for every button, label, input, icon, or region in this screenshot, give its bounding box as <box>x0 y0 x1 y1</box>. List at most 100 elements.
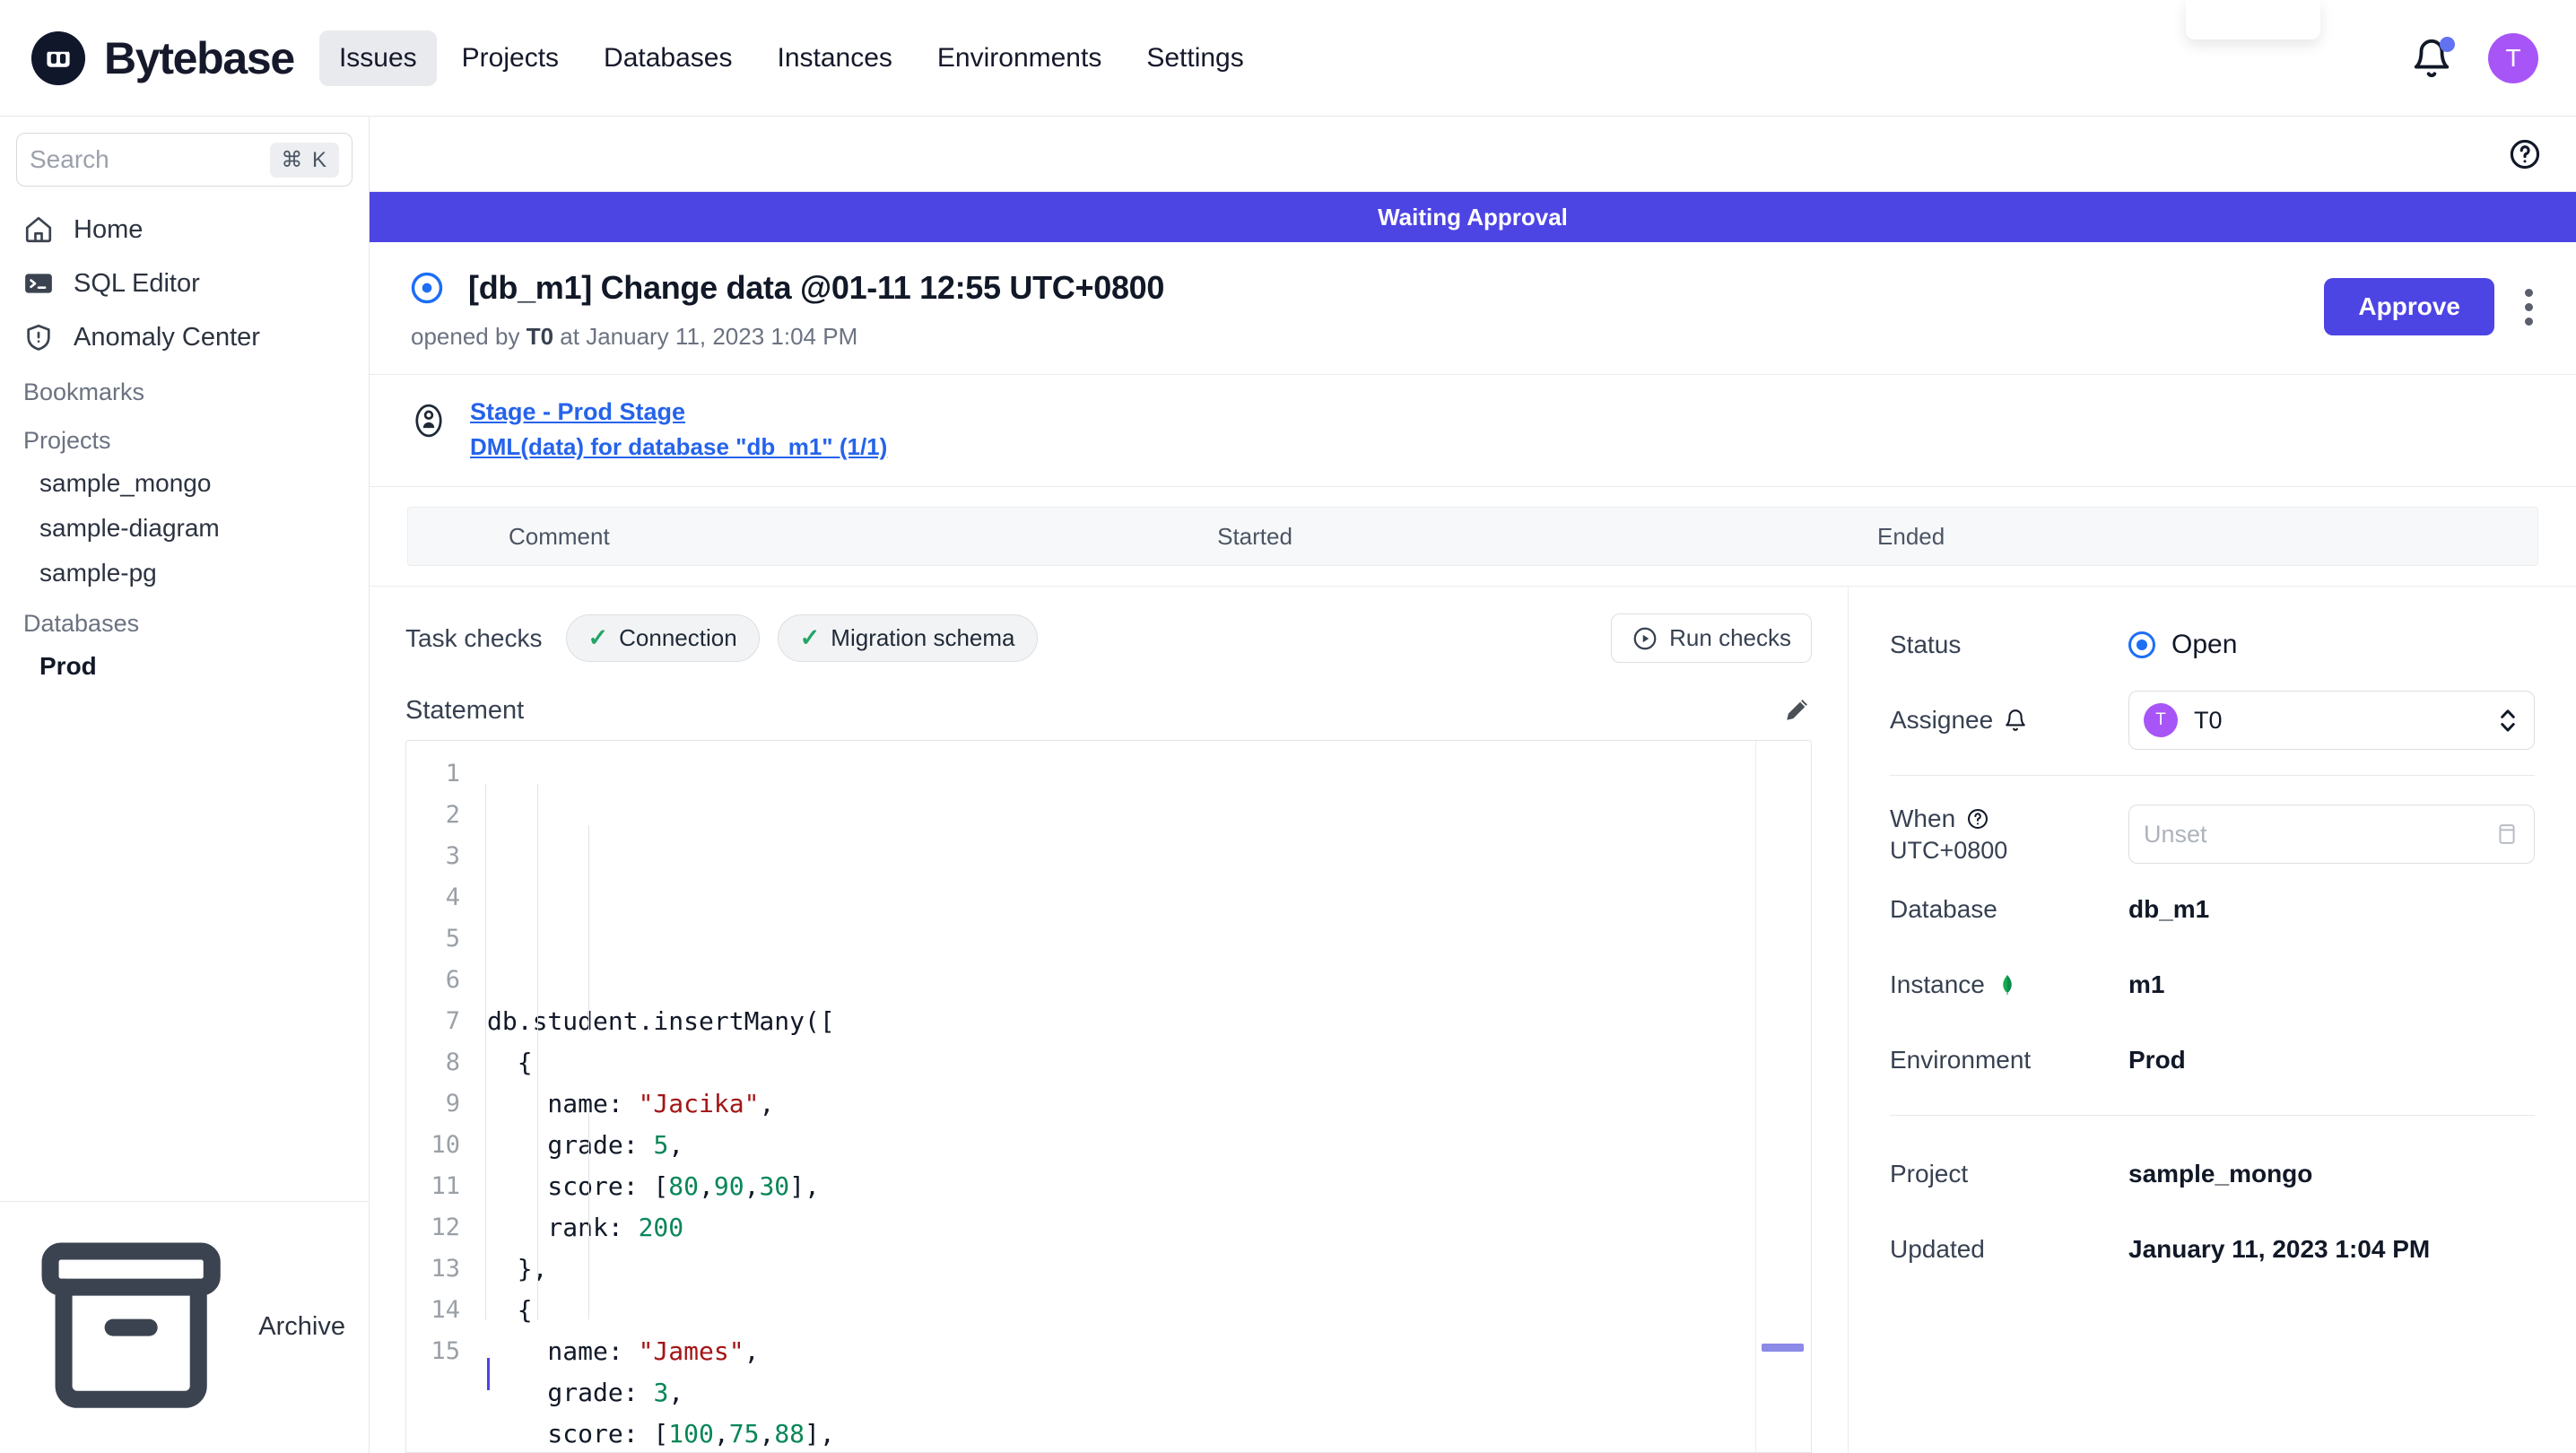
nav-item-environments[interactable]: Environments <box>936 42 1102 73</box>
status-value[interactable]: Open <box>2128 630 2237 660</box>
task-checks-row: Task checks ✓ Connection ✓ Migration sch… <box>405 613 1812 663</box>
notification-bell-button[interactable] <box>2411 36 2455 79</box>
field-label: Assignee <box>1890 706 2128 735</box>
field-updated: Updated January 11, 2023 1:04 PM <box>1890 1218 2535 1281</box>
stage-section: Stage - Prod Stage DML(data) for databas… <box>370 375 2576 487</box>
sidebar-item-archive[interactable]: Archive <box>0 1200 369 1453</box>
sidebar-database-prod[interactable]: Prod <box>39 652 97 680</box>
issue-sidebar-panel: Status Open Assignee <box>1848 587 2576 1453</box>
panel-divider <box>1890 1115 2535 1116</box>
sidebar-item-label: Home <box>74 214 144 244</box>
code-line-1: db.student.insertMany([ <box>487 1006 835 1036</box>
editor-code[interactable]: db.student.insertMany([ { name: "Jacika"… <box>471 741 1811 1452</box>
primary-nav: Issues Projects Databases Instances Envi… <box>318 30 1264 86</box>
instance-value[interactable]: m1 <box>2128 970 2165 998</box>
content-topbar <box>370 117 2576 192</box>
nav-item-instances[interactable]: Instances <box>777 42 892 73</box>
help-circle-small-icon[interactable] <box>1966 807 1989 831</box>
stage-person-icon <box>415 404 442 438</box>
check-passed-icon: ✓ <box>799 624 821 651</box>
indent-guide <box>485 784 486 1320</box>
nav-item-issues[interactable]: Issues <box>318 30 437 86</box>
environment-value-text: Prod <box>2128 1046 2186 1074</box>
table-header-row: Comment Started Ended <box>407 507 2538 566</box>
search-input[interactable]: Search ⌘ K <box>16 133 352 187</box>
when-datetime-input[interactable]: Unset <box>2128 805 2535 864</box>
editor-minimap-scrollbar[interactable] <box>1755 741 1811 1452</box>
field-label: Instance <box>1890 970 2128 999</box>
bell-small-icon[interactable] <box>2004 709 2027 732</box>
code-line-9: name: "James", <box>487 1336 760 1366</box>
sidebar-project-sample-pg[interactable]: sample-pg <box>39 559 157 587</box>
task-detail-pane: Task checks ✓ Connection ✓ Migration sch… <box>370 587 1848 1453</box>
field-when: When UTC+0800 Unset <box>1890 803 2535 866</box>
sidebar-spacer <box>0 689 369 1201</box>
mongodb-leaf-icon <box>2003 974 2012 996</box>
statement-header: Statement <box>405 695 1812 726</box>
search-placeholder: Search <box>30 145 109 173</box>
field-instance: Instance m1 <box>1890 953 2535 1016</box>
pencil-icon[interactable] <box>1781 695 1812 726</box>
sidebar-project-sample-mongo[interactable]: sample_mongo <box>39 469 212 497</box>
code-line-5: score: [80,90,30], <box>487 1171 820 1201</box>
notification-bell-icon <box>2414 39 2450 77</box>
more-vertical-icon[interactable] <box>2518 282 2540 333</box>
assignee-select[interactable]: T T0 <box>2128 691 2535 750</box>
database-value[interactable]: db_m1 <box>2128 895 2210 923</box>
brand-logo[interactable]: Bytebase <box>30 30 295 86</box>
assignee-avatar: T <box>2144 703 2178 737</box>
sidebar-footer-label: Archive <box>258 1312 345 1342</box>
approve-button[interactable]: Approve <box>2324 278 2494 335</box>
field-label-text: Instance <box>1890 970 1985 998</box>
statement-label: Statement <box>405 695 525 725</box>
sidebar-item-home[interactable]: Home <box>0 203 369 257</box>
field-label-text: Assignee <box>1890 706 1994 734</box>
panel-divider <box>1890 775 2535 776</box>
help-circle-icon[interactable] <box>2508 137 2542 171</box>
sidebar-project-sample-diagram[interactable]: sample-diagram <box>39 514 220 542</box>
code-line-4: grade: 5, <box>487 1130 684 1160</box>
play-circle-icon <box>1633 627 1657 649</box>
environment-value[interactable]: Prod <box>2128 1046 2197 1075</box>
sidebar-item-sql-editor[interactable]: SQL Editor <box>0 257 369 310</box>
brand-name: Bytebase <box>104 32 295 83</box>
field-environment: Environment Prod <box>1890 1029 2535 1092</box>
run-checks-button[interactable]: Run checks <box>1611 613 1812 663</box>
field-status: Status Open <box>1890 613 2535 676</box>
field-label: Updated <box>1890 1235 1985 1263</box>
task-check-connection[interactable]: ✓ Connection <box>565 614 760 662</box>
sidebar-item-anomaly-center[interactable]: Anomaly Center <box>0 310 369 364</box>
nav-item-databases[interactable]: Databases <box>604 42 733 73</box>
top-navigation-bar: Bytebase Issues Projects Databases Insta… <box>0 0 2576 117</box>
field-label: Environment <box>1890 1046 2032 1074</box>
editor-line-numbers: 1 2 3 4 5 6 7 8 9 10 11 12 13 14 15 <box>431 760 460 1365</box>
sidebar-section-databases: Databases <box>23 610 140 637</box>
user-avatar[interactable]: T <box>2488 32 2538 83</box>
issue-opened-mid: at <box>560 323 579 350</box>
when-placeholder: Unset <box>2144 820 2207 848</box>
detail-split: Task checks ✓ Connection ✓ Migration sch… <box>370 586 2576 1453</box>
calendar-icon <box>2499 824 2515 844</box>
code-line-3: name: "Jacika", <box>487 1089 775 1118</box>
statement-editor[interactable]: 1 2 3 4 5 6 7 8 9 10 11 12 13 14 15 db.student.insertM… <box>405 740 1812 1453</box>
task-check-migration-schema[interactable]: ✓ Migration schema <box>777 614 1038 662</box>
status-value-label: Open <box>2171 630 2238 659</box>
chevron-up-down-icon <box>2501 709 2515 732</box>
nav-item-settings[interactable]: Settings <box>1146 42 1244 73</box>
nav-item-projects[interactable]: Projects <box>461 42 560 73</box>
sidebar-section-projects: Projects <box>23 427 111 454</box>
notification-badge-dot <box>2440 36 2455 52</box>
stage-title-link[interactable]: Stage - Prod Stage <box>470 398 686 425</box>
minimap-viewport-marker <box>1762 1344 1804 1352</box>
stage-task-link[interactable]: DML(data) for database "db_m1" (1/1) <box>470 433 888 460</box>
status-banner: Waiting Approval <box>370 192 2576 242</box>
field-label: When UTC+0800 <box>1890 805 2128 865</box>
archive-icon <box>41 1242 221 1408</box>
issue-open-icon <box>411 272 443 304</box>
indent-guide <box>537 784 538 1320</box>
left-sidebar: Search ⌘ K Home SQL Editor Anomaly Cen <box>0 117 370 1453</box>
field-assignee: Assignee T T0 <box>1890 689 2535 752</box>
project-value[interactable]: sample_mongo <box>2128 1160 2313 1188</box>
issue-opened-prefix: opened by <box>411 323 520 350</box>
issue-title: [db_m1] Change data @01-11 12:55 UTC+080… <box>468 269 1165 306</box>
